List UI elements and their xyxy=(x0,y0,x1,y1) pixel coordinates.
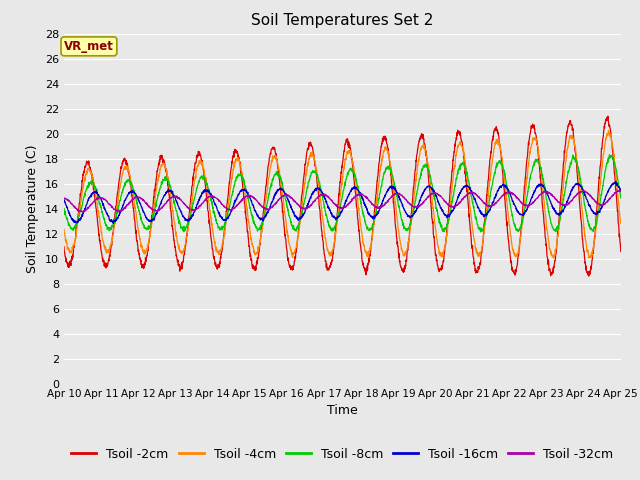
Tsoil -8cm xyxy=(60,206,68,212)
Tsoil -4cm xyxy=(617,220,625,226)
Tsoil -2cm xyxy=(504,235,512,240)
Tsoil -16cm xyxy=(568,188,575,193)
Tsoil -8cm xyxy=(371,216,378,222)
Tsoil -2cm xyxy=(371,208,378,214)
Tsoil -16cm xyxy=(109,220,117,226)
Tsoil -2cm xyxy=(604,113,612,119)
Legend: Tsoil -2cm, Tsoil -4cm, Tsoil -8cm, Tsoil -16cm, Tsoil -32cm: Tsoil -2cm, Tsoil -4cm, Tsoil -8cm, Tsoi… xyxy=(67,443,618,466)
Tsoil -16cm xyxy=(617,189,625,194)
Tsoil -4cm xyxy=(584,248,591,253)
Tsoil -4cm xyxy=(60,227,68,232)
Tsoil -16cm xyxy=(504,187,512,192)
Tsoil -16cm xyxy=(612,179,620,184)
Tsoil -4cm xyxy=(568,133,575,139)
Tsoil -2cm xyxy=(60,244,68,250)
Tsoil -8cm xyxy=(504,193,512,199)
Tsoil -2cm xyxy=(583,269,591,275)
Line: Tsoil -4cm: Tsoil -4cm xyxy=(64,131,621,258)
Tsoil -8cm xyxy=(216,225,223,230)
Tsoil -4cm xyxy=(504,211,512,216)
Line: Tsoil -16cm: Tsoil -16cm xyxy=(64,181,621,223)
Line: Tsoil -32cm: Tsoil -32cm xyxy=(64,191,621,212)
Tsoil -4cm xyxy=(358,235,366,241)
Tsoil -32cm xyxy=(60,195,68,201)
Tsoil -16cm xyxy=(216,211,223,217)
Tsoil -8cm xyxy=(605,152,613,157)
Tsoil -8cm xyxy=(477,229,484,235)
Tsoil -8cm xyxy=(584,216,591,222)
Line: Tsoil -8cm: Tsoil -8cm xyxy=(64,155,621,232)
Tsoil -2cm xyxy=(216,264,223,270)
Tsoil -2cm xyxy=(568,122,575,128)
Tsoil -2cm xyxy=(358,259,366,265)
Tsoil -32cm xyxy=(371,204,379,209)
Tsoil -32cm xyxy=(617,188,625,194)
Tsoil -32cm xyxy=(114,209,122,215)
Tsoil -16cm xyxy=(584,197,591,203)
Tsoil -2cm xyxy=(585,273,593,279)
Tsoil -4cm xyxy=(605,128,612,133)
Tsoil -16cm xyxy=(371,213,379,219)
Tsoil -32cm xyxy=(616,188,624,193)
Tsoil -16cm xyxy=(60,197,68,203)
Tsoil -32cm xyxy=(568,198,575,204)
Tsoil -16cm xyxy=(359,196,367,202)
Tsoil -8cm xyxy=(358,208,366,214)
Title: Soil Temperatures Set 2: Soil Temperatures Set 2 xyxy=(252,13,433,28)
Tsoil -4cm xyxy=(216,250,223,256)
Tsoil -2cm xyxy=(617,249,625,254)
Tsoil -8cm xyxy=(568,157,575,163)
Y-axis label: Soil Temperature (C): Soil Temperature (C) xyxy=(26,144,39,273)
Tsoil -32cm xyxy=(504,190,512,195)
Tsoil -8cm xyxy=(617,195,625,201)
Tsoil -32cm xyxy=(216,198,223,204)
Tsoil -32cm xyxy=(359,192,367,197)
Tsoil -32cm xyxy=(584,191,591,196)
Tsoil -4cm xyxy=(550,255,557,261)
Line: Tsoil -2cm: Tsoil -2cm xyxy=(64,116,621,276)
Tsoil -4cm xyxy=(371,217,378,223)
X-axis label: Time: Time xyxy=(327,405,358,418)
Text: VR_met: VR_met xyxy=(64,40,114,53)
